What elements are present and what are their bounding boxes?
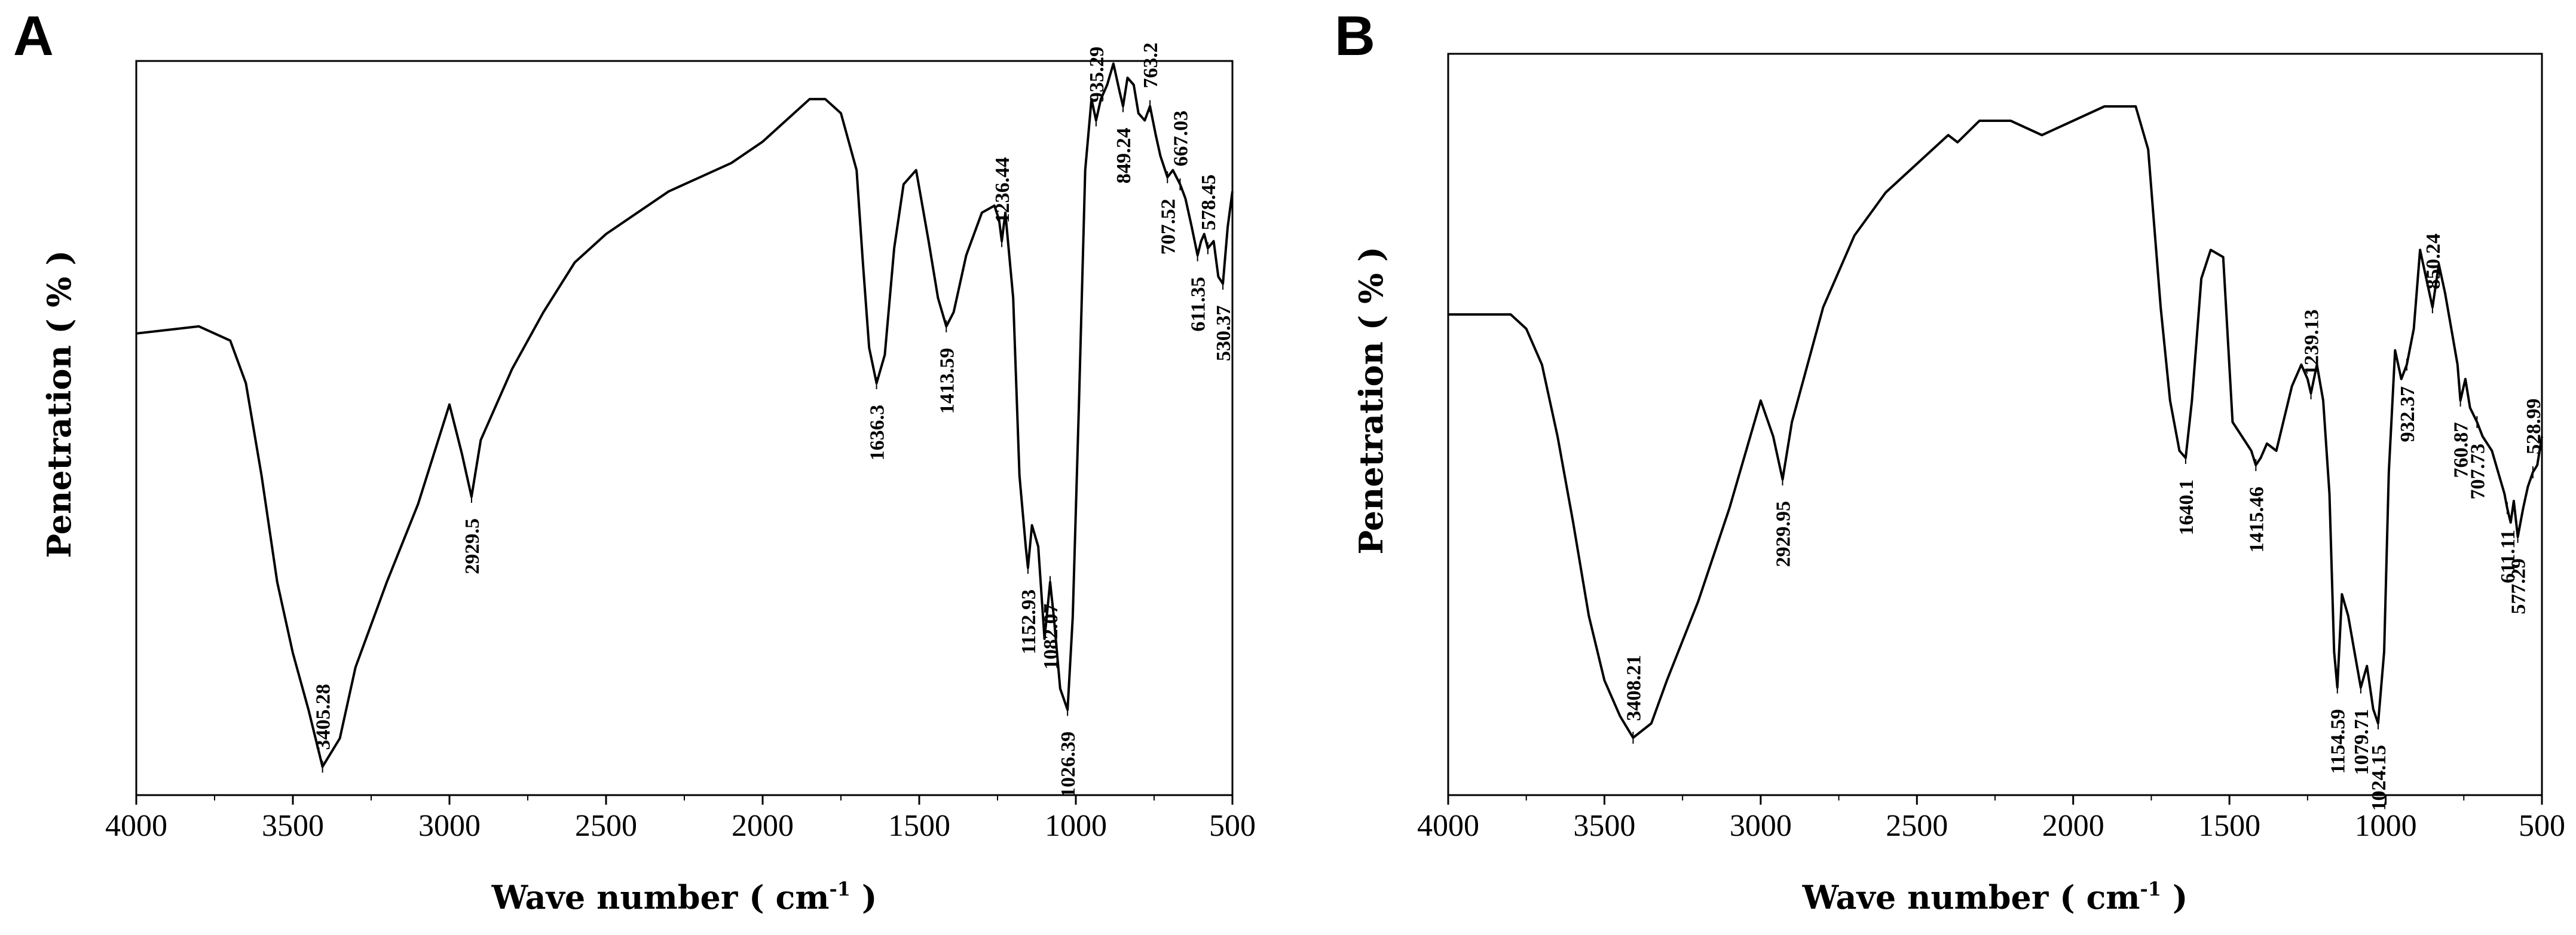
x-tick-label: 2500 <box>1886 809 1948 843</box>
panel-label-a: A <box>13 4 54 67</box>
spectrum-line <box>136 62 1234 768</box>
x-tick-label: 3500 <box>1573 809 1635 843</box>
peak-label: 578.45 <box>1198 175 1220 230</box>
peak-label: 1154.59 <box>2327 709 2349 774</box>
peak-label: 932.37 <box>2397 386 2419 442</box>
x-tick-label: 1000 <box>2355 809 2417 843</box>
chart-panel-b: B 4000 3500 3000 2500 2000 1500 1000 500 Wave nu… <box>1288 0 2576 935</box>
x-tick-label: 3000 <box>1730 809 1792 843</box>
x-tick-label: 1500 <box>888 809 950 843</box>
spectrum-line <box>1448 105 2543 739</box>
x-tick-label: 1500 <box>2198 809 2260 843</box>
peak-label: 760.87 <box>2450 422 2473 478</box>
x-tick-label: 3000 <box>418 809 481 843</box>
x-tick-label: 4000 <box>105 809 167 843</box>
peak-label: 667.03 <box>1170 111 1192 167</box>
x-axis-title: Wave number ( cm-1 ) <box>491 878 877 916</box>
peak-label: 850.24 <box>2422 234 2445 290</box>
x-tick-label: 3500 <box>262 809 324 843</box>
peak-label: 849.24 <box>1113 128 1135 184</box>
peak-label: 707.73 <box>2467 444 2489 500</box>
x-tick-label: 4000 <box>1417 809 1479 843</box>
ftir-chart-b: 4000 3500 3000 2500 2000 1500 1000 500 Wave numb… <box>1352 53 2565 916</box>
chart-panel-a: A 4000 3500 3000 2500 2000 1500 1000 500 Wave nu… <box>13 4 1256 916</box>
peak-label: 1413.59 <box>936 348 958 414</box>
x-tick-label: 500 <box>1209 809 1256 843</box>
peak-label: 2929.95 <box>1772 501 1794 567</box>
peak-label: 1636.3 <box>867 405 889 461</box>
peak-label: 611.11 <box>2497 530 2519 583</box>
x-tick-label: 2500 <box>575 809 637 843</box>
x-tick-label: 2000 <box>2042 809 2104 843</box>
plot-frame <box>1447 53 2543 796</box>
peak-label: 1239.13 <box>2301 310 2323 376</box>
x-axis-title: Wave number ( cm-1 ) <box>1802 878 2188 916</box>
ftir-chart-a: 4000 3500 3000 2500 2000 1500 1000 500 Wave numb… <box>40 42 1256 916</box>
peak-label: 1640.1 <box>2176 479 2198 536</box>
peak-label: 528.99 <box>2523 399 2545 455</box>
x-tick-label: 1000 <box>1045 809 1107 843</box>
y-axis-title: Penetration ( % ) <box>1352 246 1390 554</box>
peak-label: 1415.46 <box>2245 487 2268 553</box>
peak-label: 3405.28 <box>313 684 335 750</box>
peak-label: 763.2 <box>1140 42 1162 88</box>
peak-label: 611.35 <box>1188 277 1210 332</box>
peak-label: 1024.15 <box>2368 745 2390 811</box>
panel-label-b: B <box>1335 4 1375 67</box>
peak-label: 935.29 <box>1086 47 1108 103</box>
peak-label: 3408.21 <box>1623 655 1645 722</box>
peak-label: 577.29 <box>2508 558 2530 615</box>
y-axis-title: Penetration ( % ) <box>40 250 78 558</box>
peak-label: 1026.39 <box>1057 731 1079 798</box>
peak-label: 2929.5 <box>461 518 484 575</box>
peak-label: 1236.44 <box>992 157 1014 224</box>
peak-label: 530.37 <box>1213 305 1235 362</box>
peak-label: 1152.93 <box>1018 589 1040 655</box>
peak-label: 707.52 <box>1157 198 1179 255</box>
x-tick-label: 500 <box>2519 809 2565 843</box>
peak-label: 1082.07 <box>1040 604 1062 670</box>
x-tick-label: 2000 <box>732 809 794 843</box>
peak-label: 1079.71 <box>2351 709 2373 775</box>
